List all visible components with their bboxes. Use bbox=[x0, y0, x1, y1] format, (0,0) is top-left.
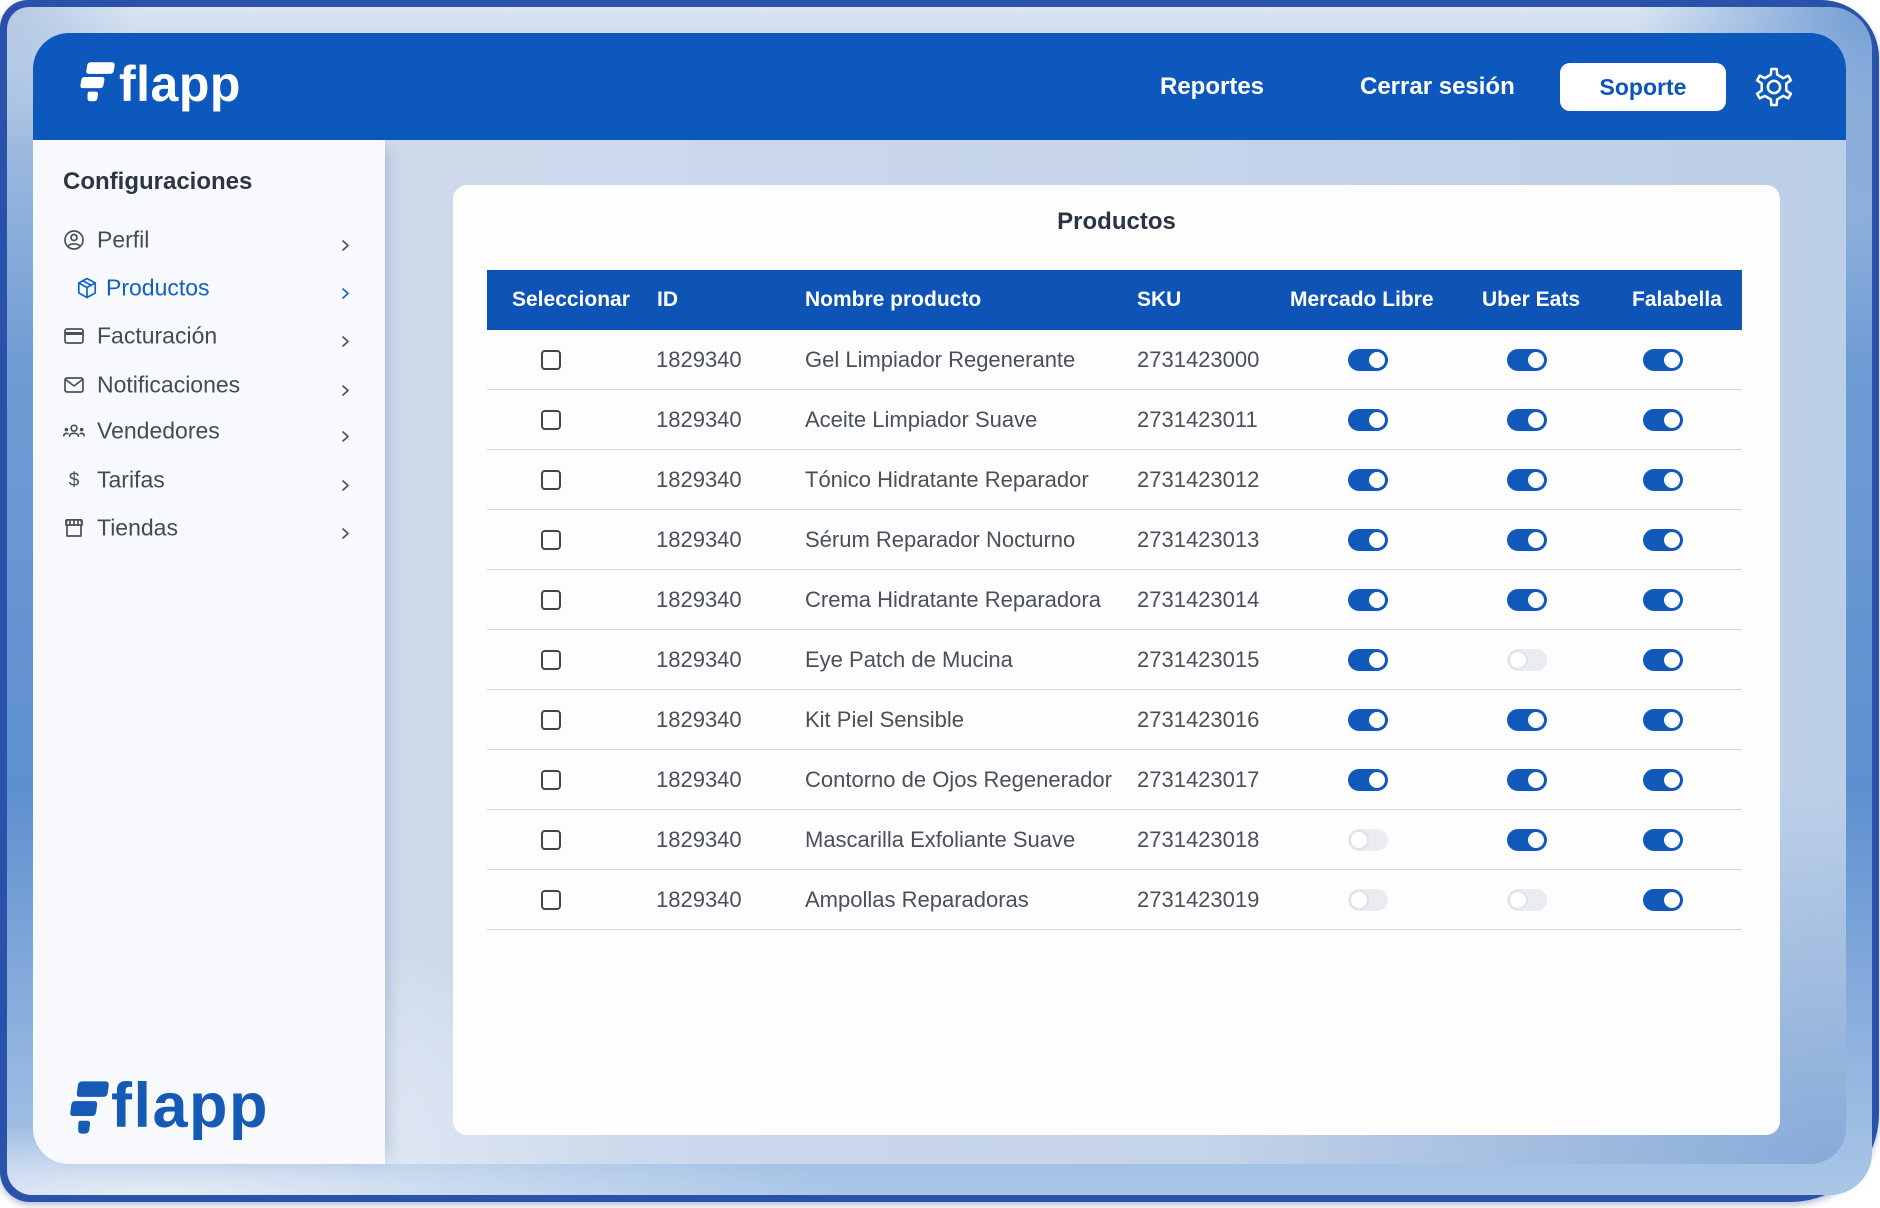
svg-text:$: $ bbox=[69, 470, 80, 491]
